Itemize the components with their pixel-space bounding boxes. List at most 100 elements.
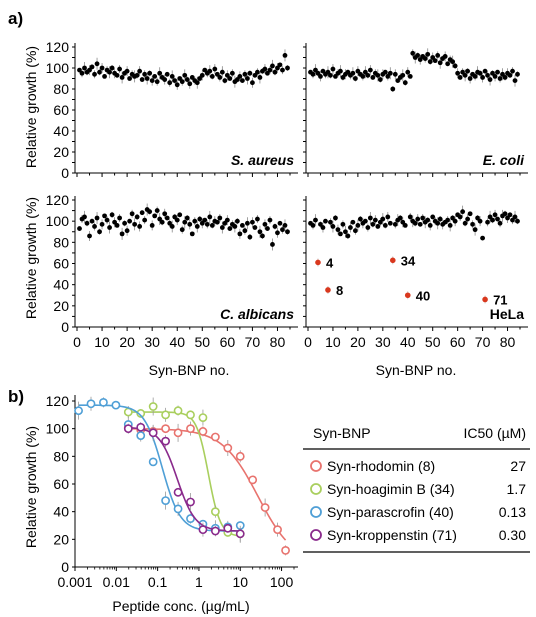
data-point (147, 209, 153, 215)
data-point (154, 79, 160, 85)
data-point (357, 216, 363, 222)
dose-point (74, 406, 83, 416)
data-point (313, 217, 318, 223)
dose-point (198, 525, 208, 535)
x-tick-label: 0.01 (103, 574, 130, 590)
data-point (272, 224, 278, 229)
legend-marker (310, 460, 322, 472)
data-point (102, 213, 107, 219)
x-axis-label-hela: Syn-BNP no. (376, 362, 457, 378)
data-point (472, 227, 478, 233)
data-point (250, 80, 255, 86)
data-point (285, 229, 290, 235)
data-point (422, 56, 428, 61)
y-tick-label: 80 (53, 234, 69, 250)
dose-point (161, 410, 171, 420)
data-point (425, 51, 431, 57)
data-point (445, 61, 451, 67)
data-point (132, 221, 138, 227)
data-point (184, 215, 190, 221)
data-point (182, 72, 188, 78)
data-point (507, 212, 513, 218)
dose-point (148, 428, 158, 438)
highlight-label: 40 (416, 288, 430, 303)
data-point (154, 208, 160, 213)
y-tick-label: 120 (46, 39, 70, 55)
table-cell-name: Syn-parascrofin (40) (327, 504, 454, 520)
data-point (355, 223, 361, 228)
x-tick-label: 0.001 (57, 574, 92, 590)
data-point (427, 223, 433, 228)
table-cell-ic50: 27 (510, 458, 526, 474)
dose-point (161, 424, 171, 434)
data-point (390, 86, 396, 92)
data-point (137, 68, 143, 74)
data-point (402, 223, 408, 228)
dose-point (198, 413, 208, 422)
highlight-point (315, 259, 321, 266)
data-point (172, 78, 178, 83)
dose-point (111, 400, 121, 410)
x-tick-label: 0.1 (148, 574, 168, 590)
dose-point (136, 409, 146, 418)
x-tick-label: 70 (475, 334, 491, 350)
y-tick-label: 100 (46, 421, 70, 437)
data-point (204, 221, 210, 227)
y-axis-label-middle: Relative growth (%) (23, 197, 39, 319)
data-point (497, 220, 503, 226)
data-point (189, 231, 195, 237)
data-point (457, 75, 463, 80)
data-point (425, 217, 431, 223)
data-point (164, 71, 170, 77)
data-point (224, 217, 230, 223)
data-point (177, 212, 183, 218)
dose-point (273, 525, 282, 535)
data-point (372, 217, 378, 223)
data-point (149, 78, 155, 83)
data-point (239, 78, 245, 83)
x-tick-label: 10 (94, 334, 110, 350)
data-point (365, 72, 371, 78)
data-point (124, 68, 130, 74)
legend-marker (310, 506, 322, 518)
data-point (365, 225, 371, 230)
table-cell-ic50: 0.13 (499, 504, 526, 520)
data-point (114, 223, 120, 228)
y-tick-label: 0 (61, 165, 69, 181)
data-point (137, 224, 143, 229)
y-tick-label: 120 (46, 393, 70, 409)
data-point (492, 212, 498, 218)
data-point (222, 78, 228, 83)
data-point (162, 77, 168, 82)
data-point (445, 217, 451, 223)
data-point (197, 216, 203, 222)
data-point (209, 74, 215, 79)
data-point (89, 64, 95, 70)
data-point (512, 78, 518, 83)
data-point (477, 70, 483, 76)
data-point (392, 221, 398, 227)
data-point (435, 220, 441, 226)
data-point (164, 215, 170, 221)
panel-title-e-coli: E. coli (483, 152, 525, 168)
data-point (380, 216, 386, 222)
data-point (134, 214, 140, 220)
dose-point (198, 427, 208, 436)
data-point (415, 216, 421, 222)
x-axis-label-dose: Peptide conc. (µg/mL) (112, 598, 249, 614)
data-point (84, 220, 90, 226)
data-point (124, 228, 130, 234)
y-tick-label: 80 (53, 81, 69, 97)
data-point (79, 70, 85, 76)
data-point (82, 65, 87, 71)
data-point (375, 72, 381, 78)
panel-title-s-aureus: S. aureus (231, 152, 294, 168)
data-point (232, 224, 238, 229)
data-point (217, 215, 223, 221)
data-point (392, 71, 398, 77)
data-point (270, 63, 275, 69)
data-point (400, 72, 406, 78)
data-point (450, 59, 456, 65)
data-point (144, 76, 150, 81)
